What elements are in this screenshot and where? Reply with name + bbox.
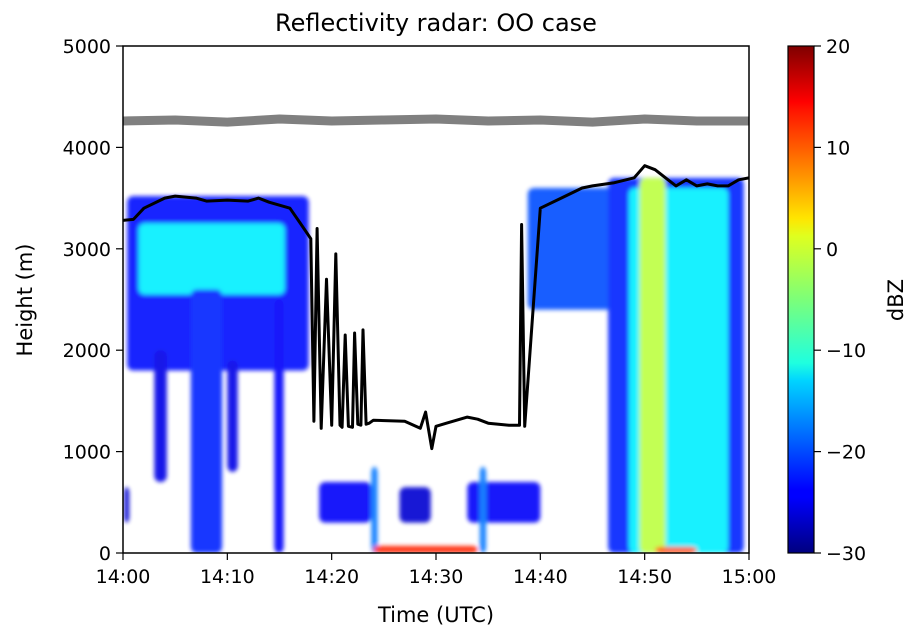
echo-region: [274, 299, 284, 553]
echo-region: [124, 487, 130, 523]
colorbar-label: dBZ: [884, 279, 908, 321]
plot-area: [122, 45, 750, 554]
echo-region: [154, 350, 167, 483]
y-tick-label: 0: [99, 543, 111, 565]
echo-region: [319, 482, 372, 523]
colorbar-tick-label: −30: [826, 543, 866, 565]
colorbar-gradient: [787, 45, 815, 554]
gray-level-line: [123, 114, 749, 127]
y-tick-label: 4000: [63, 137, 111, 159]
x-tick-label: 15:00: [722, 566, 777, 588]
echo-region: [479, 466, 487, 553]
echo-region: [138, 223, 285, 295]
echo-region: [467, 482, 541, 523]
x-axis: 14:00 14:10 14:20 14:30 14:40 14:50 15:00: [96, 553, 777, 588]
colorbar-tick-label: 0: [826, 239, 838, 261]
y-axis: 0 1000 2000 3000 4000 5000: [63, 36, 123, 565]
y-axis-label: Height (m): [13, 244, 37, 357]
y-tick-label: 1000: [63, 442, 111, 464]
echo-region: [399, 487, 431, 523]
x-axis-label: Time (UTC): [377, 603, 494, 627]
x-tick-label: 14:20: [304, 566, 359, 588]
x-tick-label: 14:10: [200, 566, 255, 588]
echo-top-line: [123, 164, 749, 451]
x-tick-label: 14:40: [513, 566, 568, 588]
y-tick-label: 2000: [63, 340, 111, 362]
colorbar-tick-label: 20: [826, 36, 850, 58]
colorbar-tick-label: 10: [826, 137, 850, 159]
echo-region: [655, 546, 697, 553]
colorbar: 20 10 0 −10 −20 −30 dBZ: [787, 36, 908, 565]
y-tick-label: 3000: [63, 239, 111, 261]
line-layer: [123, 114, 749, 451]
echo-layer: [124, 177, 744, 553]
echo-region: [371, 466, 378, 553]
chart-title: Reflectivity radar: OO case: [275, 9, 597, 37]
x-tick-label: 14:50: [617, 566, 672, 588]
y-tick-label: 5000: [63, 36, 111, 58]
echo-region: [190, 289, 223, 553]
echo-region: [227, 360, 238, 472]
echo-region: [639, 177, 666, 553]
echo-region: [527, 187, 624, 310]
colorbar-tick-label: −20: [826, 442, 866, 464]
x-tick-label: 14:00: [96, 566, 151, 588]
x-tick-label: 14:30: [409, 566, 464, 588]
colorbar-tick-label: −10: [826, 340, 866, 362]
colorbar-ticks: 20 10 0 −10 −20 −30: [814, 36, 866, 565]
echo-region: [373, 545, 478, 553]
